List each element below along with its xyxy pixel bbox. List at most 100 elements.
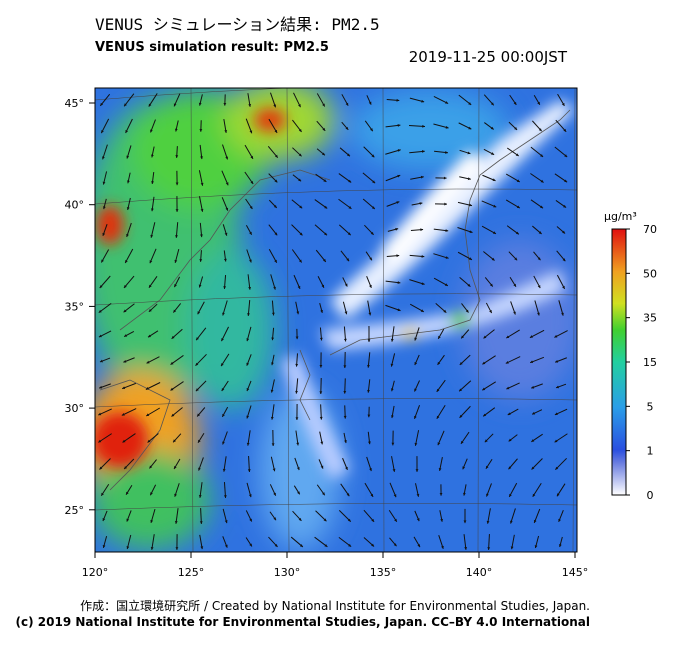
wind-arrow-head [174, 284, 177, 288]
lon-label: 135° [370, 566, 397, 579]
wind-arrow-head [102, 206, 106, 210]
wind-arrow-head [225, 156, 229, 160]
wind-arrow-head [224, 520, 228, 524]
wind-arrow-head [319, 416, 323, 420]
wind-arrow-head [122, 386, 126, 390]
wind-arrow-head [416, 493, 420, 497]
wind-arrow-head [493, 204, 497, 208]
wind-arrow-head [174, 128, 178, 132]
wind-arrow-head [348, 543, 352, 547]
wind-arrow [436, 405, 446, 419]
wind-arrow-head [537, 285, 541, 289]
wind-arrow-head [224, 232, 228, 236]
wind-arrow [314, 536, 328, 548]
wind-arrow-head [319, 337, 323, 341]
wind-arrow-head [436, 415, 440, 419]
wind-arrow [121, 408, 137, 416]
wind-arrow-head [248, 104, 252, 107]
wind-arrow [554, 146, 568, 158]
colorbar-tick-label: 1 [647, 445, 654, 458]
wind-arrow-head [421, 282, 425, 285]
wind-arrow-head [225, 182, 229, 186]
wind-arrow-head [343, 415, 347, 419]
wind-arrow-head [174, 259, 178, 263]
wind-arrow-head [372, 180, 376, 184]
wind-arrow-head [554, 334, 558, 338]
wind-arrow [221, 170, 229, 186]
wind-arrow-head [199, 259, 203, 262]
wind-arrow-head [250, 181, 254, 185]
wind-arrow-head [420, 175, 424, 179]
wind-arrow-head [200, 182, 204, 186]
wind-arrow-head [445, 256, 449, 259]
wind-arrow [150, 222, 156, 238]
wind-arrow-head [438, 468, 442, 471]
lon-labels: 120° 125° 130° 135° 140° 145° [82, 552, 588, 579]
wind-arrow-head [343, 365, 347, 368]
wind-arrow-head [174, 465, 177, 469]
wind-arrow-head [370, 231, 374, 235]
wind-arrow-head [396, 254, 400, 258]
wind-arrow-head [343, 338, 347, 342]
wind-arrow-head [320, 309, 324, 313]
wind-arrow-head [540, 154, 544, 157]
wind-arrow-head [415, 469, 419, 472]
wind-arrow-head [249, 130, 253, 134]
wind-arrow-head [391, 442, 395, 446]
wind-arrow-head [538, 128, 542, 132]
wind-arrow-head [295, 363, 299, 367]
wind-arrow-head [150, 492, 153, 496]
wind-arrow-head [532, 493, 536, 497]
title-ja: VENUS シミュレーション結果: PM2.5 [95, 15, 380, 34]
wind-arrow-head [102, 518, 106, 522]
wind-arrow-head [99, 285, 103, 288]
wind-arrow-head [271, 443, 275, 446]
wind-arrow [221, 326, 229, 342]
wind-arrow-head [221, 338, 224, 342]
wind-arrow-head [395, 227, 399, 231]
wind-arrow-head [102, 544, 106, 548]
wind-arrow-head [459, 388, 463, 392]
wind-arrow-head [344, 283, 348, 287]
wind-arrow [433, 96, 449, 104]
wind-arrow-head [323, 179, 327, 182]
wind-arrow-head [174, 521, 178, 524]
wind-arrow [338, 198, 352, 210]
wind-arrow-head [324, 232, 328, 236]
wind-arrow-head [505, 360, 509, 364]
wind-arrow-head [175, 547, 179, 550]
wind-arrow-head [321, 284, 325, 288]
datetime: 2019-11-25 00:00JST [409, 48, 568, 66]
wind-arrow-head [126, 518, 130, 522]
wind-arrow-head [121, 412, 125, 416]
wind-arrow-head [397, 308, 401, 312]
wind-arrow-head [222, 413, 225, 417]
wind-arrow-head [393, 494, 397, 498]
wind-arrow [268, 118, 278, 134]
lat-label: 30° [65, 402, 85, 415]
wind-arrow [391, 456, 395, 472]
wind-arrow-head [320, 465, 324, 469]
wind-arrow [385, 304, 401, 312]
wind-arrow-head [98, 412, 102, 416]
wind-arrow-head [198, 467, 201, 471]
wind-arrow [414, 430, 420, 446]
wind-arrow-head [146, 360, 150, 364]
wind-arrow-head [368, 101, 372, 105]
wind-arrow-head [221, 363, 224, 367]
wind-arrow-head [171, 335, 175, 339]
wind-arrow-head [555, 466, 559, 470]
wind-arrow-head [296, 311, 300, 315]
wind-arrow-head [396, 98, 400, 102]
wind-arrow-head [246, 442, 250, 446]
wind-arrow-head [146, 413, 150, 417]
wind-arrow-head [222, 312, 225, 316]
map-field [95, 88, 577, 552]
wind-arrow-head [444, 283, 448, 286]
wind-arrow-head [225, 207, 229, 211]
title-en: VENUS simulation result: PM2.5 [95, 40, 329, 55]
wind-arrow-head [443, 309, 447, 313]
wind-field [98, 92, 568, 550]
wind-arrow-head [468, 126, 472, 130]
wind-arrow-head [173, 103, 177, 107]
